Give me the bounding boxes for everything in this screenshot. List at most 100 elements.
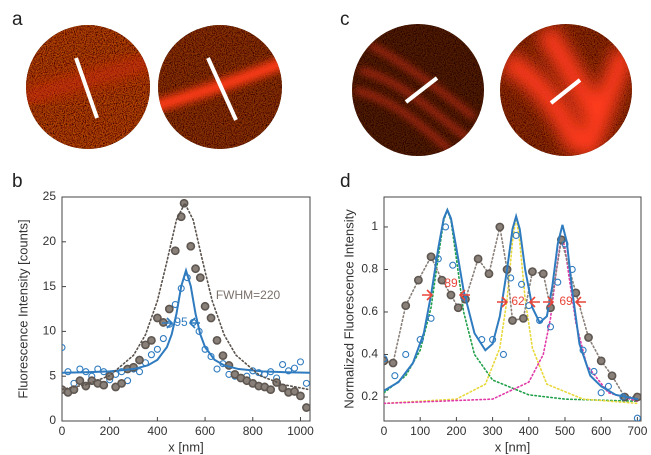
x-tick-label: 600 (591, 424, 611, 438)
annotation: FWHM=220 (216, 288, 281, 302)
data-point (302, 403, 310, 412)
data-point (195, 273, 205, 283)
y-tick-label: 5 (49, 368, 56, 382)
data-point (290, 387, 299, 396)
data-point (437, 275, 447, 285)
x-tick-label: 400 (147, 424, 167, 438)
data-point (164, 304, 174, 314)
data-point (147, 335, 156, 345)
data-point (284, 367, 293, 375)
x-tick-label: 100 (410, 424, 430, 438)
data-point (499, 350, 508, 359)
data-point (402, 350, 410, 359)
x-tick-label: 700 (627, 424, 647, 438)
data-point (62, 343, 66, 352)
x-tick-label: 300 (483, 424, 503, 438)
data-point (453, 303, 463, 313)
y-tick-label: 15 (43, 279, 57, 293)
x-tick-label: 0 (381, 424, 388, 438)
data-point (518, 313, 528, 323)
data-point (546, 323, 555, 331)
x-tick-label: 1000 (287, 424, 314, 438)
data-point (212, 335, 222, 345)
data-point (508, 316, 517, 325)
data-point (141, 340, 150, 350)
panel-label: b (12, 171, 23, 192)
data-point (191, 264, 200, 274)
data-point (290, 364, 299, 372)
data-point (135, 368, 144, 376)
data-point (388, 358, 398, 368)
micrograph (352, 24, 484, 156)
data-point (213, 365, 221, 373)
data-point (135, 355, 144, 365)
data-point (528, 267, 537, 276)
data-point (153, 345, 161, 353)
y-tick-label: 0.8 (361, 262, 378, 276)
data-point (159, 335, 167, 343)
y-tick-label: 0.4 (361, 347, 378, 361)
data-point (206, 313, 216, 323)
series-line (62, 267, 310, 374)
y-axis-label: Normalized Fluorescence Intensity (341, 209, 356, 409)
annotation: 62 (511, 294, 525, 308)
arrow (162, 317, 174, 329)
data-point (76, 365, 84, 373)
data-point (512, 231, 520, 240)
arrow (574, 296, 586, 308)
plot-frame (383, 196, 642, 422)
data-point (484, 269, 494, 279)
panel-label: c (340, 9, 350, 30)
data-point (597, 389, 605, 397)
profile-line (549, 78, 582, 105)
data-point (517, 280, 526, 288)
data-point (218, 351, 228, 360)
data-point (584, 333, 593, 342)
data-point (391, 372, 399, 380)
data-point (401, 301, 411, 310)
plot-frame (61, 196, 311, 422)
data-point (538, 269, 548, 279)
profile-line (206, 57, 238, 121)
data-point (426, 252, 436, 262)
series-line (384, 226, 639, 398)
data-point (266, 385, 276, 395)
data-point (170, 246, 180, 256)
y-tick-label: 25 (43, 189, 57, 203)
data-point (152, 313, 162, 323)
data-point (413, 275, 423, 285)
data-point (200, 301, 210, 311)
data-point (473, 254, 483, 264)
data-point (604, 382, 612, 390)
profile-line (404, 76, 439, 104)
x-tick-label: 0 (59, 424, 66, 438)
data-point (633, 414, 641, 421)
data-point (296, 358, 305, 366)
data-point (449, 261, 457, 269)
x-axis-label: x [nm] (168, 439, 203, 454)
y-tick-label: 0.2 (361, 389, 378, 403)
x-axis-label: x [nm] (495, 439, 530, 454)
annotation: 69 (559, 294, 573, 308)
y-tick-label: 0.6 (361, 304, 378, 318)
panel-label: d (340, 171, 351, 192)
arrow (422, 289, 434, 301)
micrograph (26, 25, 150, 149)
y-axis-label: Fluorescence Intensity [counts] (15, 219, 30, 398)
series-line (384, 207, 639, 401)
arrow (497, 296, 509, 308)
annotation: 89 (444, 276, 458, 290)
panel-label: a (12, 9, 23, 30)
x-tick-label: 200 (446, 424, 466, 438)
data-point (507, 274, 515, 282)
data-point (99, 380, 109, 390)
data-point (446, 290, 456, 300)
data-point (117, 378, 127, 388)
x-tick-label: 800 (243, 424, 263, 438)
y-tick-label: 0 (49, 413, 56, 427)
arrow (188, 317, 200, 329)
data-point (384, 355, 388, 363)
arrow (543, 296, 555, 308)
